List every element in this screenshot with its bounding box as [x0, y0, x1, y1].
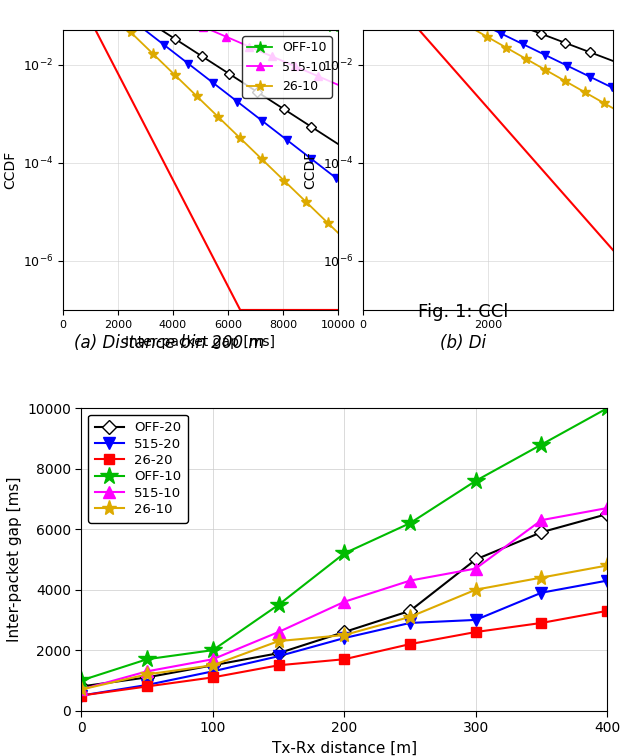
26-20	[472, 627, 480, 637]
515-10	[78, 685, 85, 694]
26-10	[78, 685, 85, 694]
X-axis label: Inter-packet gap [ms]: Inter-packet gap [ms]	[125, 335, 275, 349]
OFF-20	[472, 555, 480, 564]
Legend: OFF-20, 515-20, 26-20, OFF-10, 515-10, 26-10: OFF-20, 515-20, 26-20, OFF-10, 515-10, 2…	[88, 415, 188, 522]
OFF-10	[209, 646, 217, 655]
OFF-20	[143, 673, 151, 682]
Line: OFF-10: OFF-10	[73, 399, 616, 689]
OFF-10	[341, 549, 348, 558]
Legend: OFF-10, 515-10, 26-10: OFF-10, 515-10, 26-10	[242, 36, 332, 98]
Line: 515-10: 515-10	[75, 502, 613, 696]
515-10	[406, 576, 414, 585]
26-20	[603, 606, 611, 615]
515-20	[603, 576, 611, 585]
26-20	[78, 691, 85, 700]
515-20	[143, 680, 151, 689]
OFF-20	[341, 627, 348, 637]
515-10	[341, 597, 348, 606]
OFF-20	[603, 510, 611, 519]
515-10	[472, 564, 480, 573]
Line: 26-20: 26-20	[76, 606, 612, 700]
515-10	[143, 667, 151, 676]
26-10	[406, 612, 414, 621]
Text: Fig. 1: CCl: Fig. 1: CCl	[418, 303, 508, 321]
OFF-10	[472, 476, 480, 485]
OFF-20	[78, 682, 85, 691]
26-20	[538, 618, 545, 627]
OFF-10	[538, 440, 545, 449]
26-20	[209, 673, 217, 682]
OFF-10	[275, 600, 282, 609]
Y-axis label: CCDF: CCDF	[304, 151, 317, 189]
OFF-20	[209, 661, 217, 670]
26-20	[406, 640, 414, 649]
OFF-10	[143, 655, 151, 664]
OFF-20	[275, 649, 282, 658]
Line: 515-20: 515-20	[76, 575, 613, 701]
OFF-20	[406, 606, 414, 615]
515-20	[341, 634, 348, 643]
515-10	[603, 503, 611, 513]
515-10	[209, 655, 217, 664]
OFF-10	[603, 404, 611, 413]
515-20	[406, 618, 414, 627]
OFF-20	[538, 528, 545, 537]
26-10	[143, 670, 151, 679]
Y-axis label: CCDF: CCDF	[3, 151, 17, 189]
Text: (b) Di: (b) Di	[440, 333, 486, 352]
26-10	[275, 637, 282, 646]
OFF-10	[406, 519, 414, 528]
515-20	[538, 588, 545, 597]
Line: OFF-20: OFF-20	[76, 510, 612, 691]
26-20	[275, 661, 282, 670]
26-10	[209, 661, 217, 670]
515-20	[472, 615, 480, 624]
515-20	[78, 691, 85, 700]
X-axis label: Tx-Rx distance [m]: Tx-Rx distance [m]	[272, 741, 417, 755]
OFF-10	[78, 676, 85, 685]
26-10	[341, 631, 348, 640]
26-10	[472, 585, 480, 594]
515-10	[275, 627, 282, 637]
26-10	[603, 561, 611, 570]
515-20	[209, 667, 217, 676]
515-20	[275, 652, 282, 661]
Line: 26-10: 26-10	[74, 558, 615, 697]
26-20	[143, 682, 151, 691]
515-10	[538, 516, 545, 525]
Y-axis label: Inter-packet gap [ms]: Inter-packet gap [ms]	[6, 477, 21, 642]
Text: (a) Distance bin 200 m: (a) Distance bin 200 m	[74, 333, 264, 352]
26-20	[341, 655, 348, 664]
26-10	[538, 573, 545, 582]
